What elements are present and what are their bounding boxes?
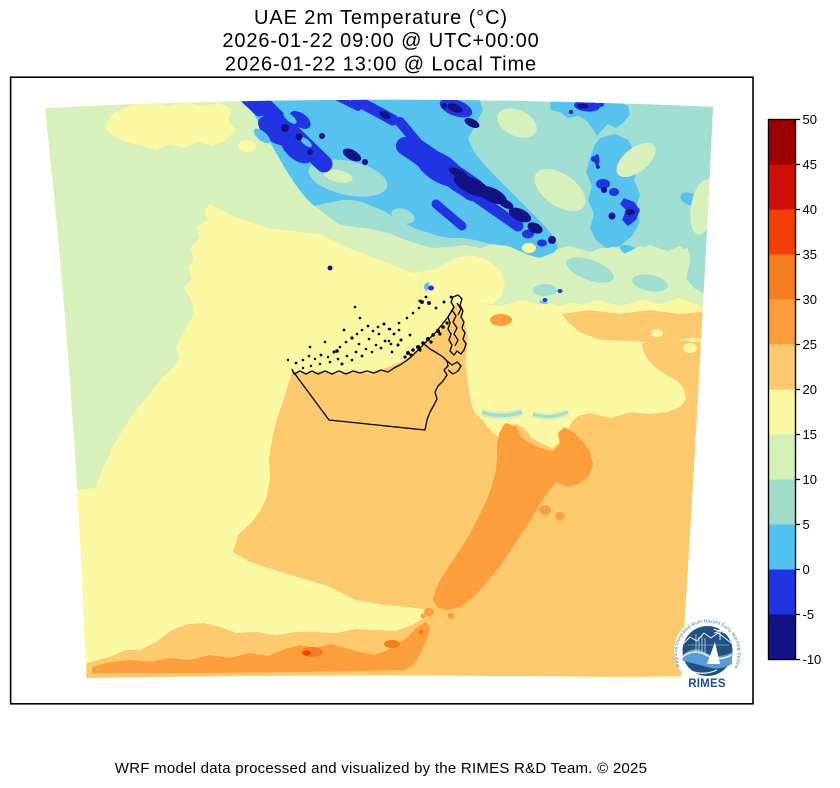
svg-text:25: 25	[803, 337, 817, 352]
svg-text:30: 30	[803, 292, 817, 307]
svg-text:10: 10	[803, 472, 817, 487]
svg-text:15: 15	[803, 427, 817, 442]
svg-text:-10: -10	[803, 652, 822, 667]
svg-text:WRF model data processed and v: WRF model data processed and visualized …	[115, 760, 647, 777]
svg-text:20: 20	[803, 382, 817, 397]
svg-text:-5: -5	[803, 607, 815, 622]
svg-text:40: 40	[803, 202, 817, 217]
svg-text:45: 45	[803, 157, 817, 172]
svg-text:UAE 2m Temperature (°C): UAE 2m Temperature (°C)	[254, 7, 508, 29]
svg-text:2026-01-22 09:00 @ UTC+00:00: 2026-01-22 09:00 @ UTC+00:00	[222, 30, 539, 52]
svg-text:5: 5	[803, 517, 810, 532]
svg-text:RIMES: RIMES	[688, 678, 726, 690]
svg-text:0: 0	[803, 562, 810, 577]
svg-text:50: 50	[803, 112, 817, 127]
svg-text:2026-01-22 13:00 @ Local Time: 2026-01-22 13:00 @ Local Time	[225, 54, 537, 76]
svg-text:35: 35	[803, 247, 817, 262]
